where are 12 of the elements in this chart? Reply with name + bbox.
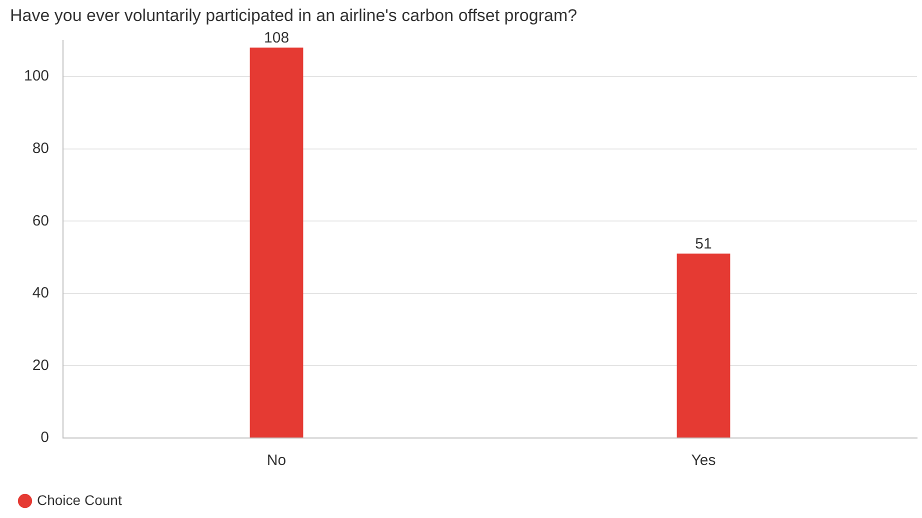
chart-title: Have you ever voluntarily participated in an airline's carbon offset program? bbox=[10, 6, 578, 25]
x-tick-label: No bbox=[266, 452, 286, 470]
y-tick-label: 0 bbox=[40, 429, 50, 446]
data-label: 108 bbox=[264, 29, 290, 46]
legend-label: Choice Count bbox=[37, 492, 122, 508]
y-tick-label: 40 bbox=[32, 284, 50, 302]
data-label: 51 bbox=[695, 235, 712, 252]
y-tick-label: 60 bbox=[32, 212, 50, 230]
y-tick-label: 100 bbox=[24, 68, 50, 85]
x-tick-label: Yes bbox=[691, 452, 716, 470]
y-tick-label: 80 bbox=[32, 140, 50, 157]
y-tick-label: 20 bbox=[32, 356, 50, 374]
